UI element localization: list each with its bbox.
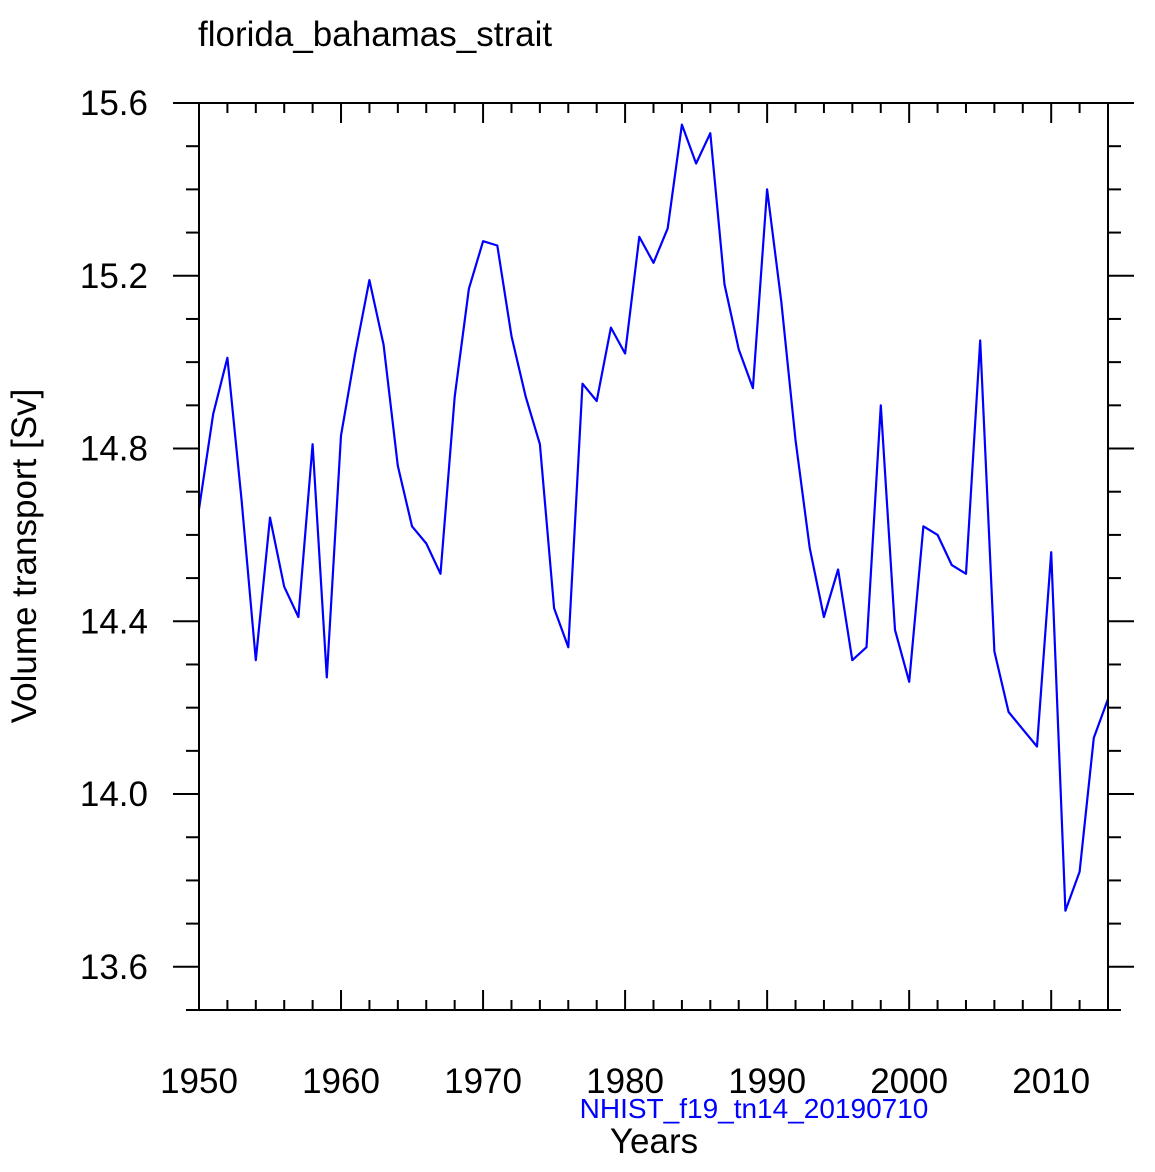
y-tick-label: 15.6 (80, 84, 148, 123)
y-tick-label: 14.8 (80, 430, 148, 469)
tick-labels: 1950 1960 1970 1980 1990 2000 2010 13.6 14.0 14.4… (80, 84, 1090, 1101)
experiment-annotation: NHIST_f19_tn14_20190710 (580, 1093, 929, 1124)
x-tick-label: 1980 (586, 1062, 664, 1101)
y-tick-label: 13.6 (80, 948, 148, 987)
x-axis-label: Years (610, 1122, 698, 1161)
y-tick-label: 14.4 (80, 602, 148, 641)
x-tick-label: 1950 (160, 1062, 238, 1101)
data-series-line (197, 123, 1110, 912)
y-tick-label: 14.0 (80, 775, 148, 814)
y-axis-label: Volume transport [Sv] (5, 389, 44, 724)
axis-ticks (173, 102, 1134, 1011)
x-tick-label: 2000 (870, 1062, 948, 1101)
x-tick-label: 1990 (728, 1062, 806, 1101)
y-tick-label: 15.2 (80, 257, 148, 296)
chart-title: florida_bahamas_strait (198, 15, 552, 54)
x-tick-label: 1960 (302, 1062, 380, 1101)
plot-frame (198, 102, 1109, 1011)
x-tick-label: 2010 (1012, 1062, 1090, 1101)
x-tick-label: 1970 (444, 1062, 522, 1101)
